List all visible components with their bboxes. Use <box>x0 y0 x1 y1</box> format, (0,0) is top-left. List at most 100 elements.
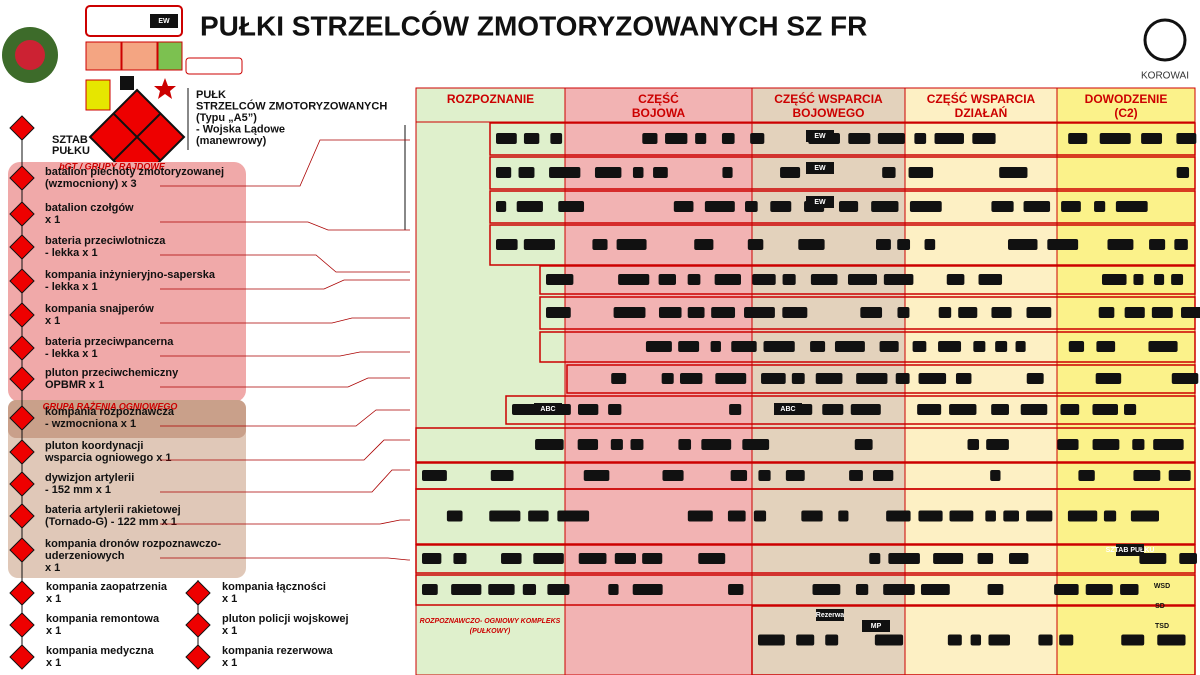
equipment-icon <box>1107 239 1134 250</box>
group-label: bGT / GRUPY RAJDOWE <box>59 161 166 171</box>
equipment-icon <box>550 133 563 144</box>
equipment-icon <box>618 274 650 285</box>
equipment-icon <box>1023 201 1051 212</box>
equipment-icon <box>761 373 786 384</box>
equipment-icon <box>501 553 522 564</box>
hq-symbol <box>9 115 35 141</box>
legend-box <box>85 41 122 71</box>
equipment-icon <box>729 404 742 415</box>
unit-name: pluton policji wojskowej <box>222 613 349 625</box>
equipment-icon <box>496 133 517 144</box>
unit-name: kompania medyczna <box>46 645 154 657</box>
equipment-icon <box>687 274 701 285</box>
equipment-icon <box>747 239 764 250</box>
equipment-icon <box>516 201 543 212</box>
equipment-icon <box>678 439 692 450</box>
unit-name: bateria przeciwlotnicza <box>45 235 166 247</box>
equipment-icon <box>1179 553 1197 564</box>
title: PUŁKI STRZELCÓW ZMOTORYZOWANYCH SZ FR <box>200 10 867 41</box>
icon-label: SZTAB PUŁKU <box>1106 547 1155 554</box>
connector <box>160 557 410 561</box>
equipment-icon <box>758 470 771 481</box>
equipment-icon <box>731 341 757 352</box>
equipment-icon <box>822 404 844 415</box>
equipment-icon <box>888 553 920 564</box>
equipment-icon <box>490 470 514 481</box>
unit-name: OPBMR x 1 <box>45 379 104 391</box>
equipment-icon <box>999 167 1028 178</box>
equipment-icon <box>972 133 996 144</box>
equipment-icon <box>1168 470 1191 481</box>
equipment-icon <box>1121 634 1145 646</box>
unit-name: - lekka x 1 <box>45 348 98 360</box>
equipment-icon <box>1157 634 1186 646</box>
equipment-icon <box>1148 341 1178 352</box>
equipment-icon <box>613 307 646 318</box>
equipment-icon <box>883 274 914 285</box>
icon-label-box <box>806 196 834 208</box>
equipment-icon <box>970 634 982 646</box>
equipment-icon <box>1141 133 1163 144</box>
equipment-icon <box>533 553 564 564</box>
equipment-icon <box>614 553 636 564</box>
unit-name: (Tornado-G) - 122 mm x 1 <box>45 516 177 528</box>
unit-name: - lekka x 1 <box>45 281 98 293</box>
equipment-icon <box>912 341 927 352</box>
unit-name: batalion piechoty zmotoryzowanej <box>45 166 224 178</box>
equipment-icon <box>995 341 1008 352</box>
equipment-icon <box>973 341 986 352</box>
regiment-text: STRZELCÓW ZMOTORYZOWANYCH <box>196 99 387 112</box>
ew-label: EW <box>158 18 170 25</box>
emblem-center <box>15 40 45 70</box>
equipment-icon <box>528 510 549 522</box>
unit-symbol <box>9 503 35 529</box>
equipment-icon <box>522 584 537 595</box>
equipment-icon <box>578 553 607 564</box>
unit-symbol <box>9 612 35 638</box>
icon-label-box <box>862 620 890 632</box>
equipment-icon <box>1176 167 1190 178</box>
equipment-icon <box>645 341 672 352</box>
unit-name: dywizjon artylerii <box>45 472 134 484</box>
equipment-icon <box>879 341 899 352</box>
equipment-icon <box>679 373 703 384</box>
unit-name: uderzeniowych <box>45 550 125 562</box>
equipment-icon <box>838 510 849 522</box>
equipment-icon <box>897 307 910 318</box>
connector <box>160 469 410 493</box>
equipment-icon <box>665 133 688 144</box>
equipment-icon <box>920 584 950 595</box>
unit-name: x 1 <box>222 657 237 669</box>
equipment-icon <box>825 634 839 646</box>
equipment-icon <box>1099 133 1131 144</box>
equipment-icon <box>1067 510 1098 522</box>
unit-symbol <box>9 439 35 465</box>
equipment-icon <box>577 439 599 450</box>
equipment-icon <box>518 167 535 178</box>
equipment-icon <box>557 510 590 522</box>
equipment-icon <box>855 584 869 595</box>
unit-symbol <box>9 201 35 227</box>
equipment-icon <box>744 307 775 318</box>
equipment-icon <box>1096 341 1116 352</box>
equipment-icon <box>909 201 942 212</box>
icon-label: EW <box>814 199 826 206</box>
equipment-icon <box>489 510 521 522</box>
equipment-icon <box>877 133 905 144</box>
equipment-icon <box>872 470 894 481</box>
unit-name: x 1 <box>45 562 60 574</box>
equipment-icon <box>745 201 758 212</box>
equipment-icon <box>988 634 1010 646</box>
equipment-icon <box>796 634 815 646</box>
unit-name: - lekka x 1 <box>45 247 98 259</box>
row <box>539 265 1196 295</box>
symbol-line <box>112 112 162 162</box>
equipment-icon <box>422 553 442 564</box>
complex-label: ROZPOZNAWCZO- OGNIOWY KOMPLEKS <box>420 618 561 625</box>
legend-bars <box>120 76 134 90</box>
equipment-icon <box>701 439 732 450</box>
unit-name: pluton przeciwchemiczny <box>45 367 179 379</box>
equipment-icon <box>780 167 801 178</box>
equipment-icon <box>730 470 748 481</box>
equipment-icon <box>798 239 825 250</box>
